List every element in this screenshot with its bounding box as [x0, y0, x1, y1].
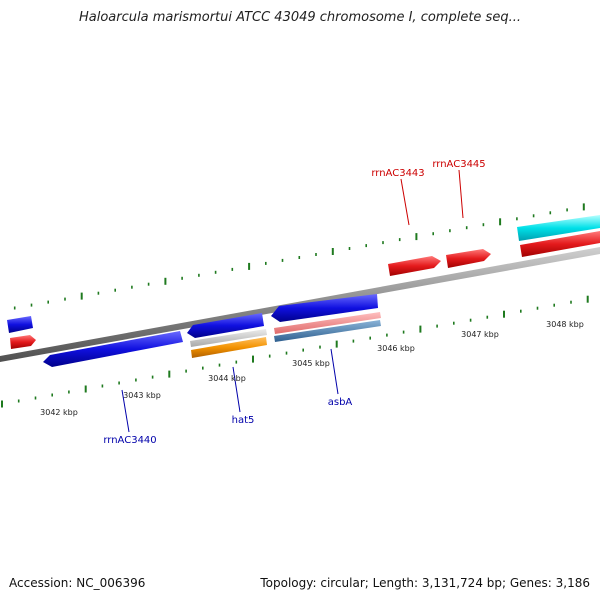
gene-label-rrnAC3440[interactable]: rrnAC3440 [103, 435, 156, 446]
scale-label-3045: 3045 kbp [292, 359, 330, 368]
accession-label: Accession: NC_006396 [9, 576, 146, 590]
gene-label-asbA[interactable]: asbA [328, 397, 353, 408]
gene-feature-rrnAC3440[interactable] [43, 331, 183, 367]
reverse-strand-features [7, 294, 381, 367]
scale-label-3047: 3047 kbp [461, 330, 499, 339]
gene-label-rrnAC3445[interactable]: rrnAC3445 [432, 159, 485, 170]
gene-feature[interactable] [520, 231, 600, 257]
scale-label-3042: 3042 kbp [40, 408, 78, 417]
gene-feature[interactable] [187, 313, 264, 338]
lower-scale-ticks [1, 295, 589, 408]
gene-feature[interactable] [274, 312, 381, 334]
label-leaders [121, 169, 464, 433]
map-title: Haloarcula marismortui ATCC 43049 chromo… [79, 10, 521, 25]
scale-label-3046: 3046 kbp [377, 344, 415, 353]
gene-feature-rrnAC3443[interactable] [388, 256, 441, 276]
scale-label-3048: 3048 kbp [546, 320, 584, 329]
gene-feature[interactable] [10, 335, 36, 349]
leader-hat5 [232, 366, 241, 413]
gene-feature[interactable] [271, 294, 378, 322]
gene-label-hat5[interactable]: hat5 [232, 415, 255, 426]
gene-label-rrnAC3443[interactable]: rrnAC3443 [371, 168, 424, 179]
scale-label-3044: 3044 kbp [208, 374, 246, 383]
leader-rrnAC3443 [400, 178, 410, 226]
genome-summary: Topology: circular; Length: 3,131,724 bp… [260, 576, 590, 590]
gene-feature-asbA[interactable] [274, 320, 381, 342]
leader-asbA [330, 348, 339, 395]
gene-feature-hat5[interactable] [191, 337, 267, 358]
gene-feature-rrnAC3445[interactable] [446, 249, 491, 268]
scale-label-3043: 3043 kbp [123, 391, 161, 400]
upper-scale-ticks [13, 203, 585, 310]
gene-feature[interactable] [7, 316, 33, 333]
gene-feature[interactable] [517, 215, 600, 241]
forward-strand-features [10, 215, 600, 349]
gene-feature[interactable] [190, 329, 267, 347]
leader-rrnAC3440 [121, 389, 130, 433]
leader-rrnAC3445 [458, 169, 464, 219]
